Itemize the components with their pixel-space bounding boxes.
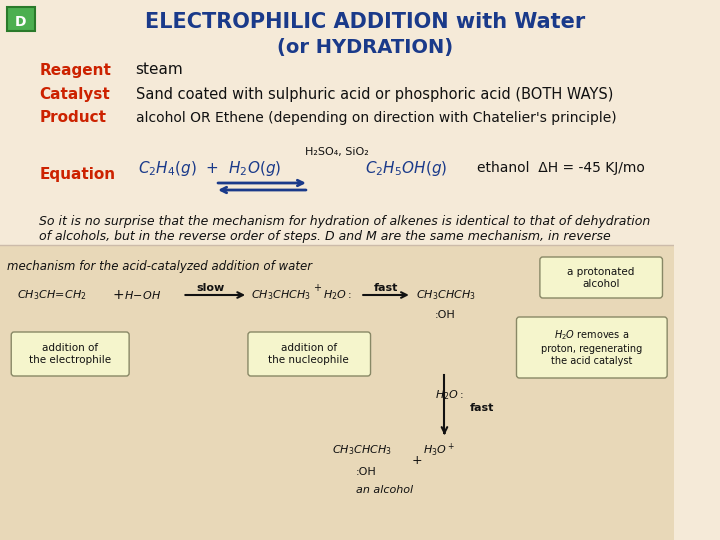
Text: mechanism for the acid-catalyzed addition of water: mechanism for the acid-catalyzed additio… (7, 260, 312, 273)
Text: Equation: Equation (40, 167, 115, 183)
Text: fast: fast (373, 283, 397, 293)
Text: Sand coated with sulphuric acid or phosphoric acid (BOTH WAYS): Sand coated with sulphuric acid or phosp… (135, 87, 613, 103)
Text: +: + (112, 288, 124, 302)
Text: $CH_3CH\!=\!CH_2$: $CH_3CH\!=\!CH_2$ (17, 288, 86, 302)
Text: ELECTROPHILIC ADDITION with Water: ELECTROPHILIC ADDITION with Water (145, 12, 585, 32)
Text: $C_2H_4(g)$  +  $H_2O(g)$: $C_2H_4(g)$ + $H_2O(g)$ (138, 159, 282, 178)
Text: $H_2O:$: $H_2O:$ (435, 388, 464, 402)
FancyBboxPatch shape (516, 317, 667, 378)
Text: $C_2H_5OH(g)$: $C_2H_5OH(g)$ (365, 159, 447, 178)
Text: (or HYDRATION): (or HYDRATION) (277, 38, 453, 57)
Text: a protonated
alcohol: a protonated alcohol (567, 267, 634, 289)
Text: steam: steam (135, 63, 184, 78)
Text: $CH_3CHCH_3$: $CH_3CHCH_3$ (416, 288, 477, 302)
Text: +: + (313, 283, 321, 293)
Text: slow: slow (197, 283, 225, 293)
Text: addition of
the nucleophile: addition of the nucleophile (269, 343, 349, 365)
Text: $H\!-\!OH$: $H\!-\!OH$ (124, 289, 161, 301)
FancyBboxPatch shape (12, 332, 129, 376)
Text: So it is no surprise that the mechanism for hydration of alkenes is identical to: So it is no surprise that the mechanism … (40, 215, 651, 243)
FancyBboxPatch shape (6, 7, 35, 31)
Text: $H_3O^+$: $H_3O^+$ (423, 442, 455, 458)
Text: D: D (15, 15, 27, 29)
FancyBboxPatch shape (0, 246, 674, 540)
Text: Catalyst: Catalyst (40, 87, 110, 103)
Text: ethanol  ΔH = -45 KJ/mo: ethanol ΔH = -45 KJ/mo (477, 161, 645, 175)
Text: Reagent: Reagent (40, 63, 111, 78)
FancyBboxPatch shape (248, 332, 371, 376)
Text: $H_2O$ removes a
proton, regenerating
the acid catalyst: $H_2O$ removes a proton, regenerating th… (541, 328, 642, 366)
Text: $CH_3CHCH_3$: $CH_3CHCH_3$ (251, 288, 310, 302)
Text: $CH_3CHCH_3$: $CH_3CHCH_3$ (332, 443, 392, 457)
Text: Product: Product (40, 111, 107, 125)
Text: addition of
the electrophile: addition of the electrophile (29, 343, 111, 365)
Text: an alcohol: an alcohol (356, 485, 413, 495)
Text: :OH: :OH (356, 467, 377, 477)
Text: $H_2O:$: $H_2O:$ (323, 288, 352, 302)
Text: +: + (412, 454, 423, 467)
FancyBboxPatch shape (540, 257, 662, 298)
Text: alcohol OR Ethene (depending on direction with Chatelier's principle): alcohol OR Ethene (depending on directio… (135, 111, 616, 125)
Text: H₂SO₄, SiO₂: H₂SO₄, SiO₂ (305, 147, 369, 157)
Text: fast: fast (469, 403, 494, 413)
Text: :OH: :OH (435, 310, 456, 320)
